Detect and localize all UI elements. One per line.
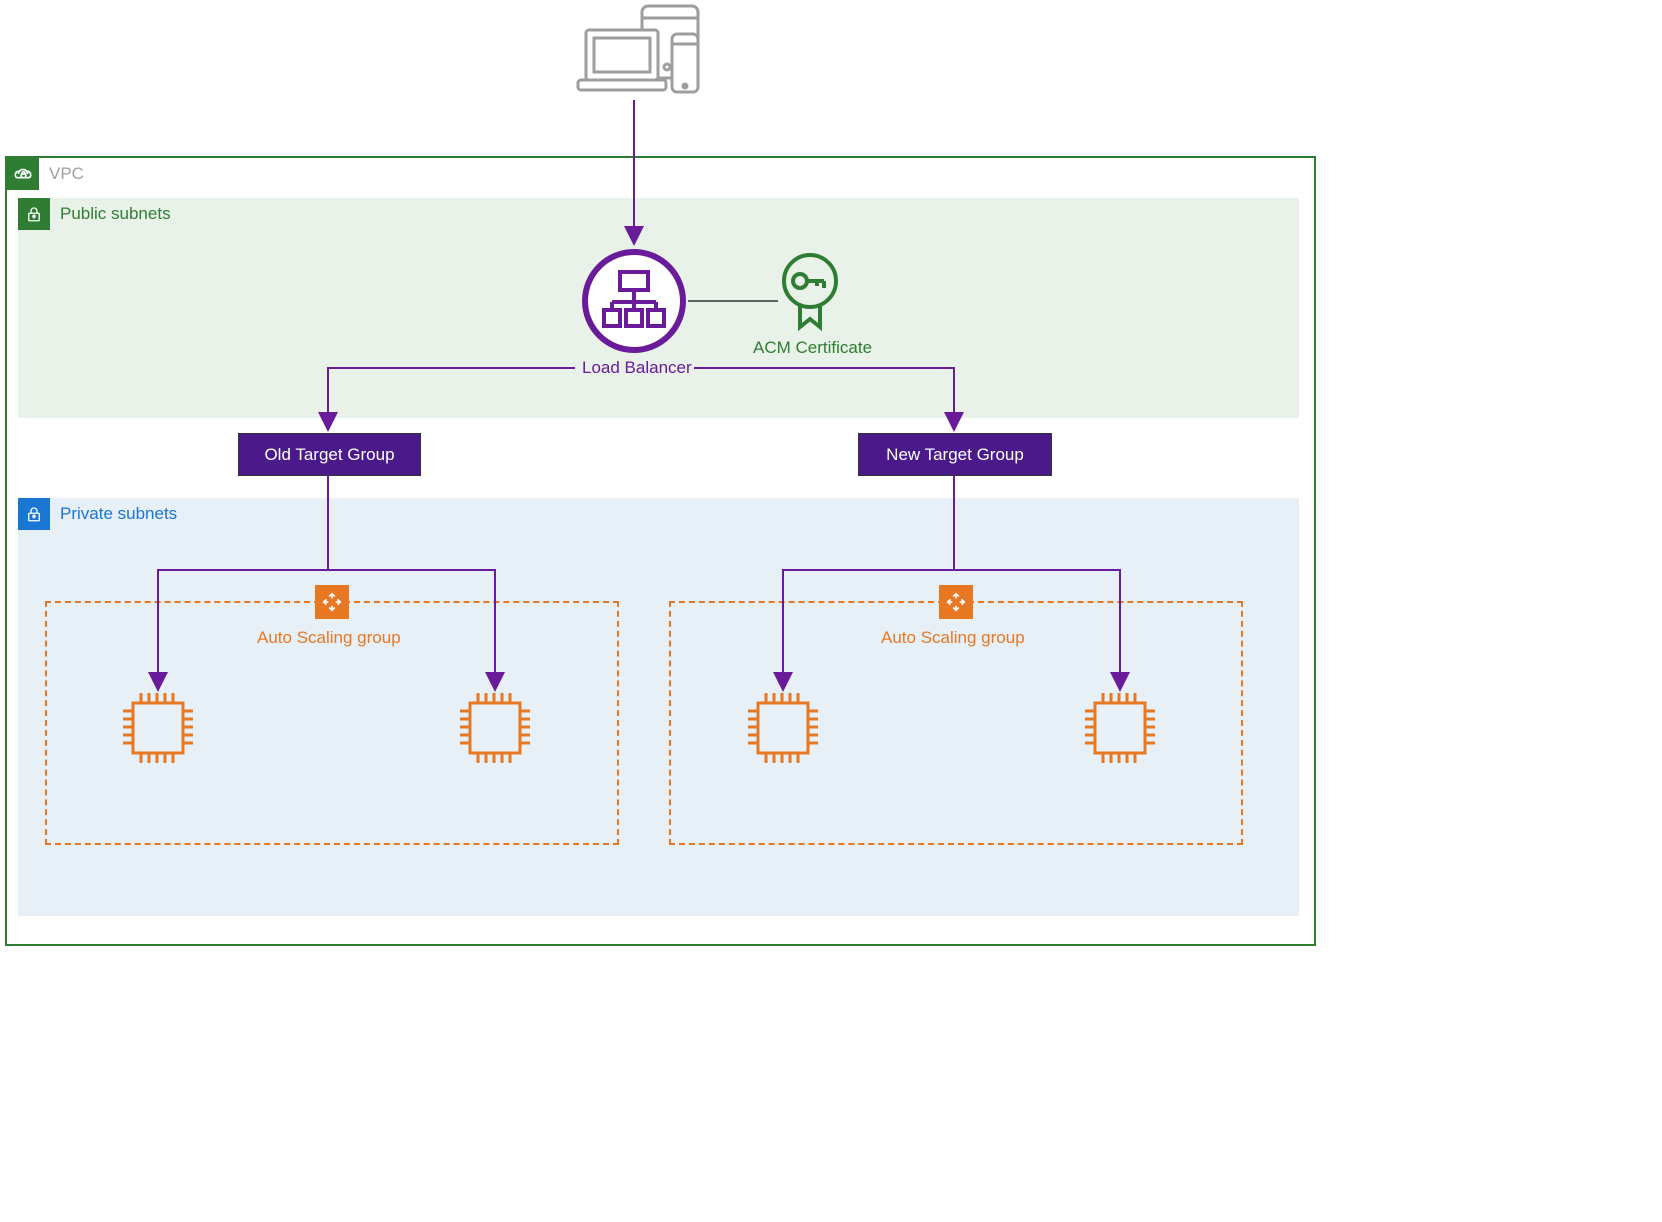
architecture-diagram: VPC Public subnets Private subnets bbox=[0, 0, 1320, 970]
vpc-label: VPC bbox=[49, 164, 84, 184]
new-target-group-label: New Target Group bbox=[886, 445, 1024, 465]
private-subnets-badge-icon bbox=[18, 498, 50, 530]
public-subnets-label: Public subnets bbox=[60, 204, 171, 224]
acm-certificate-icon bbox=[778, 253, 842, 338]
ec2-instance-icon bbox=[117, 687, 199, 769]
acm-certificate-label: ACM Certificate bbox=[753, 338, 872, 358]
asg-right-badge-icon bbox=[939, 585, 973, 619]
public-subnets-badge-icon bbox=[18, 198, 50, 230]
asg-left-label: Auto Scaling group bbox=[257, 628, 401, 648]
asg-right-label: Auto Scaling group bbox=[881, 628, 1025, 648]
new-target-group-box: New Target Group bbox=[858, 433, 1052, 476]
ec2-instance-icon bbox=[454, 687, 536, 769]
private-subnets-label: Private subnets bbox=[60, 504, 177, 524]
client-devices-icon bbox=[576, 0, 712, 105]
load-balancer-icon bbox=[580, 247, 688, 360]
ec2-instance-icon bbox=[1079, 687, 1161, 769]
old-target-group-label: Old Target Group bbox=[264, 445, 394, 465]
vpc-badge-icon bbox=[7, 158, 39, 190]
asg-left-badge-icon bbox=[315, 585, 349, 619]
load-balancer-label: Load Balancer bbox=[582, 358, 692, 378]
old-target-group-box: Old Target Group bbox=[238, 433, 421, 476]
ec2-instance-icon bbox=[742, 687, 824, 769]
